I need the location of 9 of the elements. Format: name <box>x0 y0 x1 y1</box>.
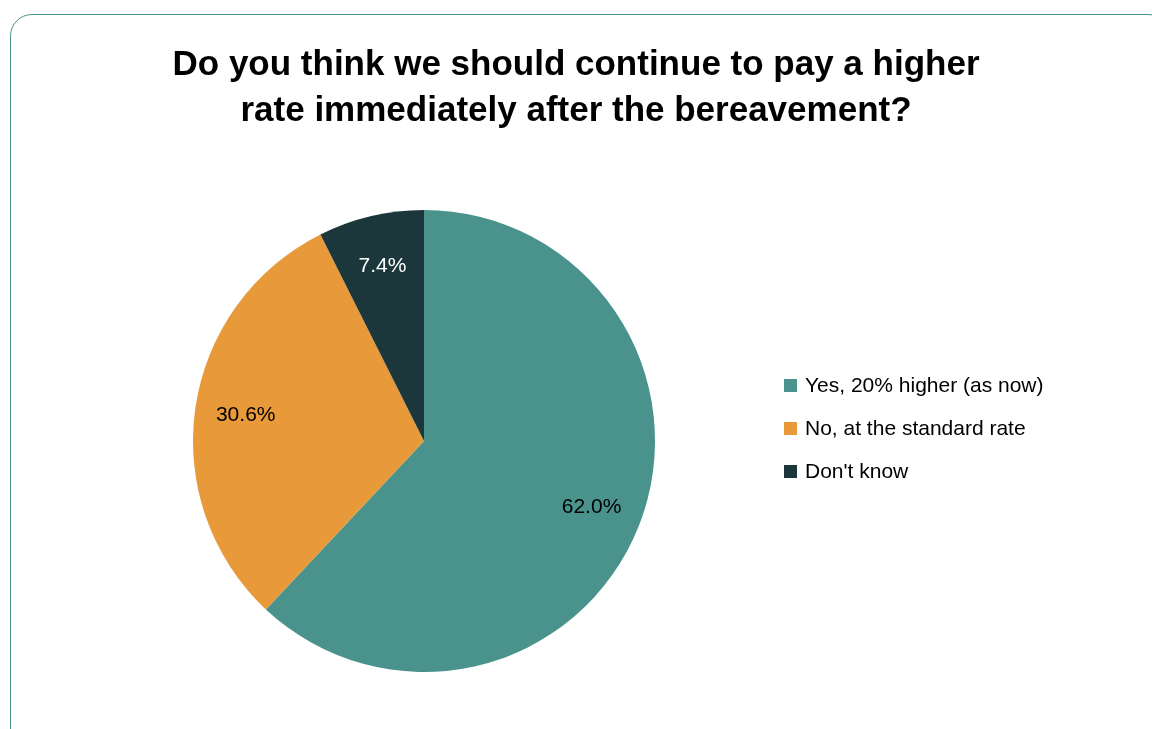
legend-label: Don't know <box>805 458 910 482</box>
data-label: 7.4% <box>358 252 407 276</box>
data-label: 62.0% <box>561 494 622 518</box>
pie-slice <box>320 210 424 441</box>
data-label: 30.6% <box>215 402 276 426</box>
chart-title: Do you think we should continue to pay a higher rate immediately after the bereavement? <box>172 43 980 128</box>
legend-label: Yes, 20% higher (as now) <box>805 372 1044 396</box>
pie-slice <box>193 234 424 610</box>
legend-label: No, at the standard rate <box>805 415 1026 439</box>
